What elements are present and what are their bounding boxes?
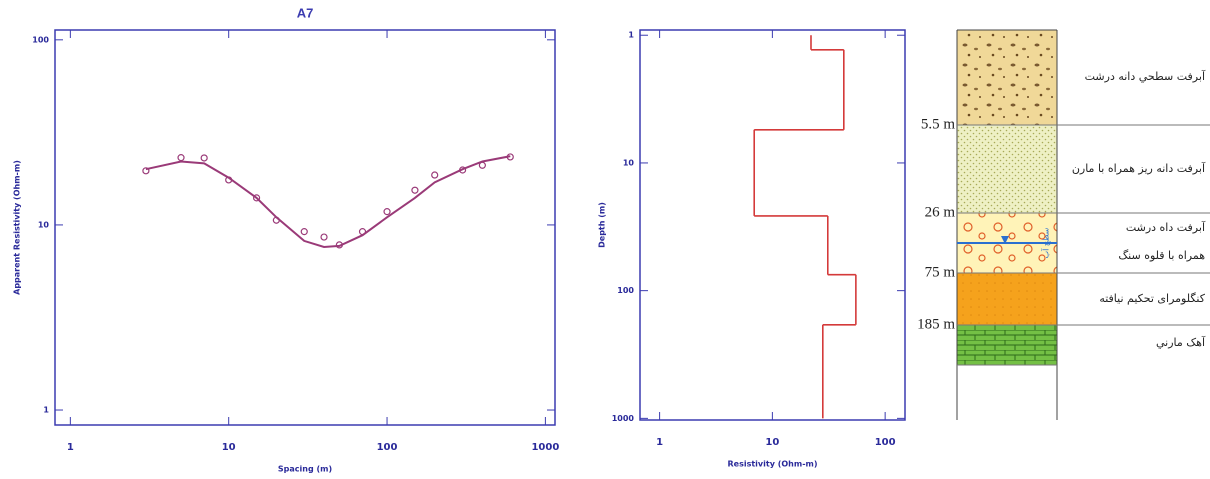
x-tick-label: 1 [656, 437, 663, 448]
x-axis-label: Resistivity (Ohm-m) [728, 460, 818, 469]
data-point [177, 154, 185, 162]
fit-curve [145, 155, 511, 249]
data-point [200, 154, 208, 162]
y-axis-label: Depth (m) [598, 202, 607, 248]
depth-label: 185 m [917, 316, 955, 332]
x-tick-label: 100 [875, 437, 896, 448]
x-axis-label: Spacing (m) [278, 465, 332, 474]
y-tick-label: 1 [43, 406, 49, 415]
layer-label: همراه با قلوه سنگ [1118, 249, 1205, 262]
chart: A7 Spacing (m) Apparent Resistivity (Ohm-m… [13, 5, 560, 473]
layer-fill [957, 325, 1057, 365]
y-tick-label: 100 [617, 286, 634, 295]
depth-label: 5.5 m [921, 116, 956, 132]
data-point [411, 186, 419, 194]
data-point [142, 167, 150, 175]
x-tick-label: 10 [765, 437, 779, 448]
layer-label: آهک مارني [1156, 335, 1206, 349]
depth-label: 26 m [925, 204, 956, 220]
layer-label: آبرفت داه درشت [1126, 220, 1206, 234]
water-table-label: سطح آب [1041, 227, 1051, 258]
layer-label: آبرفت دانه ریز همراه با مارن [1072, 161, 1206, 175]
y-tick-label: 100 [32, 35, 49, 44]
plot-frame [54, 29, 556, 426]
data-point [252, 194, 261, 202]
depth-label: 75 m [925, 264, 956, 280]
plot-frame [639, 29, 906, 421]
x-tick-label: 1000 [531, 442, 559, 453]
y-tick-label: 1 [628, 31, 634, 40]
y-tick-label: 10 [623, 158, 635, 167]
y-axis-label: Apparent Resistivity (Ohm-m) [13, 160, 22, 295]
layer-label: آبرفت سطحي دانه درشت [1085, 69, 1206, 83]
water-table-icon [1001, 236, 1009, 244]
data-point [320, 233, 328, 241]
layer-fill [957, 273, 1057, 325]
y-tick-label: 1000 [612, 414, 635, 423]
lithology-column: سطح آب 5.5 m 26 m 75 m 185 m آبرفت سطحي … [917, 29, 1210, 420]
chart-title: A7 [297, 5, 314, 20]
layer-fill [957, 30, 1057, 125]
x-tick-label: 10 [222, 442, 236, 453]
chart: Resistivity (Ohm-m) Depth (m) 1 10 100 1 10 100… [598, 29, 906, 469]
data-point [383, 208, 391, 216]
x-tick-label: 100 [377, 442, 398, 453]
data-point [431, 171, 439, 179]
y-tick-label: 10 [38, 220, 50, 229]
data-point [300, 228, 308, 236]
layer-label: کنگلومرای تحکیم نیافته [1099, 292, 1205, 305]
x-tick-label: 1 [67, 442, 74, 453]
layer-fill [957, 125, 1057, 213]
